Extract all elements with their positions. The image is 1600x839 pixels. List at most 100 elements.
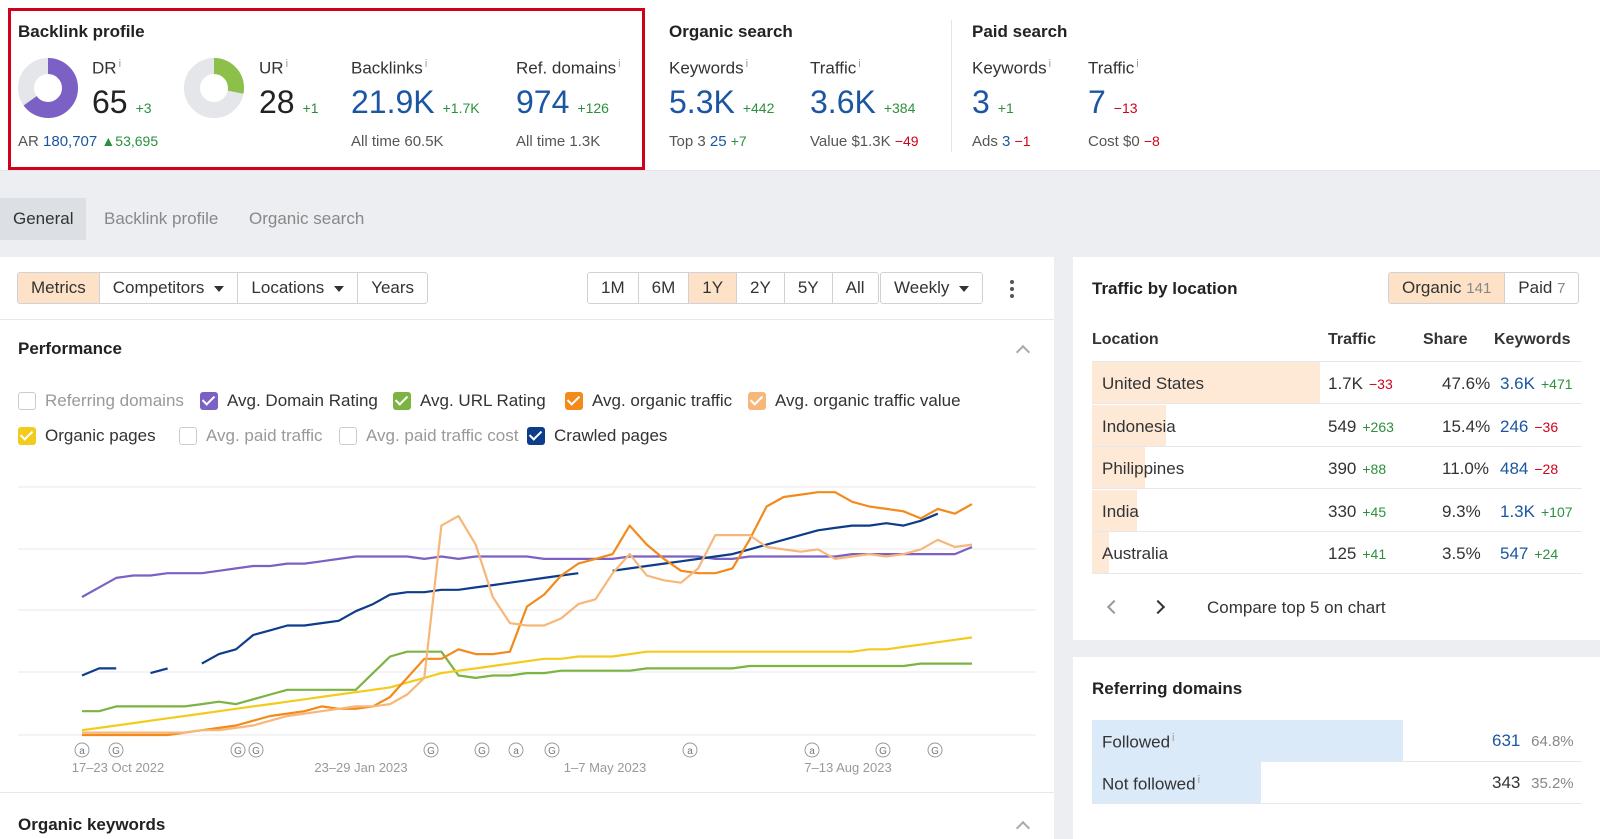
tab-general[interactable]: General xyxy=(0,198,87,240)
column-header-share[interactable]: Share xyxy=(1423,331,1468,348)
series-line-crawled-pages[interactable] xyxy=(201,572,579,665)
locations-dropdown[interactable]: Locations xyxy=(238,273,359,303)
checkbox-organic-pages[interactable]: Organic pages xyxy=(18,426,156,446)
checkbox-avg-url-rating[interactable]: Avg. URL Rating xyxy=(393,391,546,411)
annotation-marker[interactable]: G xyxy=(875,742,891,758)
compare-top5-link[interactable]: Compare top 5 on chart xyxy=(1207,598,1386,617)
tab-organic-search[interactable]: Organic search xyxy=(249,209,365,228)
annotation-marker[interactable]: G xyxy=(927,742,943,758)
range-6m-button[interactable]: 6M xyxy=(639,273,690,303)
series-line-avg-domain-rating[interactable] xyxy=(81,545,973,598)
ar-row: AR 180,707 ▲53,695 xyxy=(18,133,159,150)
share-bar xyxy=(1092,489,1137,531)
checkbox-box[interactable] xyxy=(748,392,766,410)
location-name: Indonesia xyxy=(1102,416,1176,436)
series-line-avg-url-rating[interactable] xyxy=(82,650,972,713)
referring-domains-value: 343 35.2% xyxy=(1492,773,1574,792)
organic-keywords-value[interactable]: 5.3K +442 xyxy=(669,84,775,120)
location-row[interactable]: Australia 125 +41 3.5% 547 +24 xyxy=(1092,532,1582,574)
range-all-button[interactable]: All xyxy=(845,278,865,297)
share-value: 47.6% xyxy=(1442,374,1491,393)
checkbox-box[interactable] xyxy=(18,392,36,410)
checkbox-avg-organic-traffic-value[interactable]: Avg. organic traffic value xyxy=(748,391,961,411)
organic-toggle-button[interactable]: Organic 141 xyxy=(1389,273,1506,303)
column-header-location[interactable]: Location xyxy=(1092,331,1159,348)
paid-traffic-value[interactable]: 7 −13 xyxy=(1088,84,1138,120)
ref-domains-value[interactable]: 974 +126 xyxy=(516,84,609,120)
keywords-value[interactable]: 547 +24 xyxy=(1500,544,1559,563)
location-row[interactable]: United States 1.7K −33 47.6% 3.6K +471 xyxy=(1092,362,1582,404)
paid-toggle-button[interactable]: Paid 7 xyxy=(1518,278,1566,297)
ur-value: 28 +1 xyxy=(259,84,319,120)
checkbox-box[interactable] xyxy=(565,392,583,410)
metrics-header xyxy=(0,0,1600,171)
svg-text:G: G xyxy=(427,746,435,757)
checkbox-referring-domains[interactable]: Referring domains xyxy=(18,391,184,411)
series-line-organic-pages[interactable] xyxy=(81,636,973,732)
annotation-marker[interactable]: a xyxy=(804,742,820,758)
keywords-value[interactable]: 1.3K +107 xyxy=(1500,501,1573,521)
location-row[interactable]: India 330 +45 9.3% 1.3K +107 xyxy=(1092,489,1582,532)
referring-domains-title: Referring domains xyxy=(1092,679,1243,698)
checkbox-crawled-pages[interactable]: Crawled pages xyxy=(527,426,667,446)
annotation-marker[interactable]: G xyxy=(108,742,124,758)
interval-dropdown[interactable]: Weekly xyxy=(880,272,984,304)
tab-backlink-profile[interactable]: Backlink profile xyxy=(104,209,219,228)
annotation-marker[interactable]: G xyxy=(423,742,439,758)
checkbox-avg-domain-rating[interactable]: Avg. Domain Rating xyxy=(200,391,378,411)
range-1y-button[interactable]: 1Y xyxy=(689,273,738,303)
checkbox-box[interactable] xyxy=(18,427,36,445)
annotation-marker[interactable]: G xyxy=(230,742,246,758)
checkbox-label: Avg. Domain Rating xyxy=(227,391,378,410)
checkbox-box[interactable] xyxy=(200,392,218,410)
referring-domains-value[interactable]: 631 64.8% xyxy=(1492,731,1574,750)
annotation-marker[interactable]: G xyxy=(474,742,490,758)
checkbox-avg-organic-traffic[interactable]: Avg. organic traffic xyxy=(565,391,732,411)
location-name: India xyxy=(1102,501,1139,521)
series-line-avg-organic-traffic[interactable] xyxy=(82,491,973,737)
column-header-keywords[interactable]: Keywords xyxy=(1494,331,1571,348)
checkbox-label: Avg. organic traffic xyxy=(592,391,733,410)
checkbox-avg-paid-traffic-cost[interactable]: Avg. paid traffic cost xyxy=(339,426,518,446)
annotation-marker[interactable]: a xyxy=(74,742,90,758)
checkbox-avg-paid-traffic[interactable]: Avg. paid traffic xyxy=(179,426,323,446)
annotation-marker[interactable]: a xyxy=(508,742,524,758)
paid-keywords-label: Keywords i xyxy=(972,58,1052,78)
organic-traffic-value[interactable]: 3.6K +384 xyxy=(810,84,916,120)
backlinks-value[interactable]: 21.9K +1.7K xyxy=(351,84,480,120)
column-header-traffic[interactable]: Traffic xyxy=(1328,331,1377,348)
x-tick-label: 7–13 Aug 2023 xyxy=(804,760,891,775)
share-bar xyxy=(1092,532,1109,573)
ar-value[interactable]: 180,707 xyxy=(43,133,98,150)
competitors-dropdown[interactable]: Competitors xyxy=(100,273,239,303)
organic-traffic-label: Traffic i xyxy=(810,58,861,78)
keywords-value[interactable]: 246 −36 xyxy=(1500,416,1559,436)
paid-keywords-value[interactable]: 3 +1 xyxy=(972,84,1014,120)
range-1m-button[interactable]: 1M xyxy=(588,273,639,303)
location-row[interactable]: Indonesia 549 +263 15.4% 246 −36 xyxy=(1092,404,1582,447)
checkbox-box[interactable] xyxy=(393,392,411,410)
checkbox-label: Avg. organic traffic value xyxy=(775,391,961,410)
keywords-value[interactable]: 3.6K +471 xyxy=(1500,374,1573,393)
series-line-crawled-pages[interactable] xyxy=(81,667,117,677)
checkbox-box[interactable] xyxy=(179,427,197,445)
keywords-value[interactable]: 484 −28 xyxy=(1500,459,1559,478)
referring-domains-label: Not followed i xyxy=(1102,774,1201,794)
years-button[interactable]: Years xyxy=(371,278,415,297)
checkbox-box[interactable] xyxy=(527,427,545,445)
checkbox-box[interactable] xyxy=(339,427,357,445)
svg-text:G: G xyxy=(879,746,887,757)
location-row[interactable]: Philippines 390 +88 11.0% 484 −28 xyxy=(1092,447,1582,489)
range-5y-button[interactable]: 5Y xyxy=(785,273,833,303)
annotation-marker[interactable]: G xyxy=(248,742,264,758)
series-line-crawled-pages[interactable] xyxy=(150,667,168,675)
range-2y-button[interactable]: 2Y xyxy=(737,273,785,303)
annotation-marker[interactable]: G xyxy=(544,742,560,758)
series-line-crawled-pages[interactable] xyxy=(612,512,939,572)
series-line-avg-organic-traffic-value[interactable] xyxy=(82,514,973,734)
metrics-button[interactable]: Metrics xyxy=(18,273,100,303)
annotation-marker[interactable]: a xyxy=(682,742,698,758)
range-button-group: 1M 6M 1Y 2Y 5Y All xyxy=(587,272,879,304)
more-options-icon[interactable] xyxy=(1010,280,1014,301)
dr-value: 65 +3 xyxy=(92,84,152,120)
